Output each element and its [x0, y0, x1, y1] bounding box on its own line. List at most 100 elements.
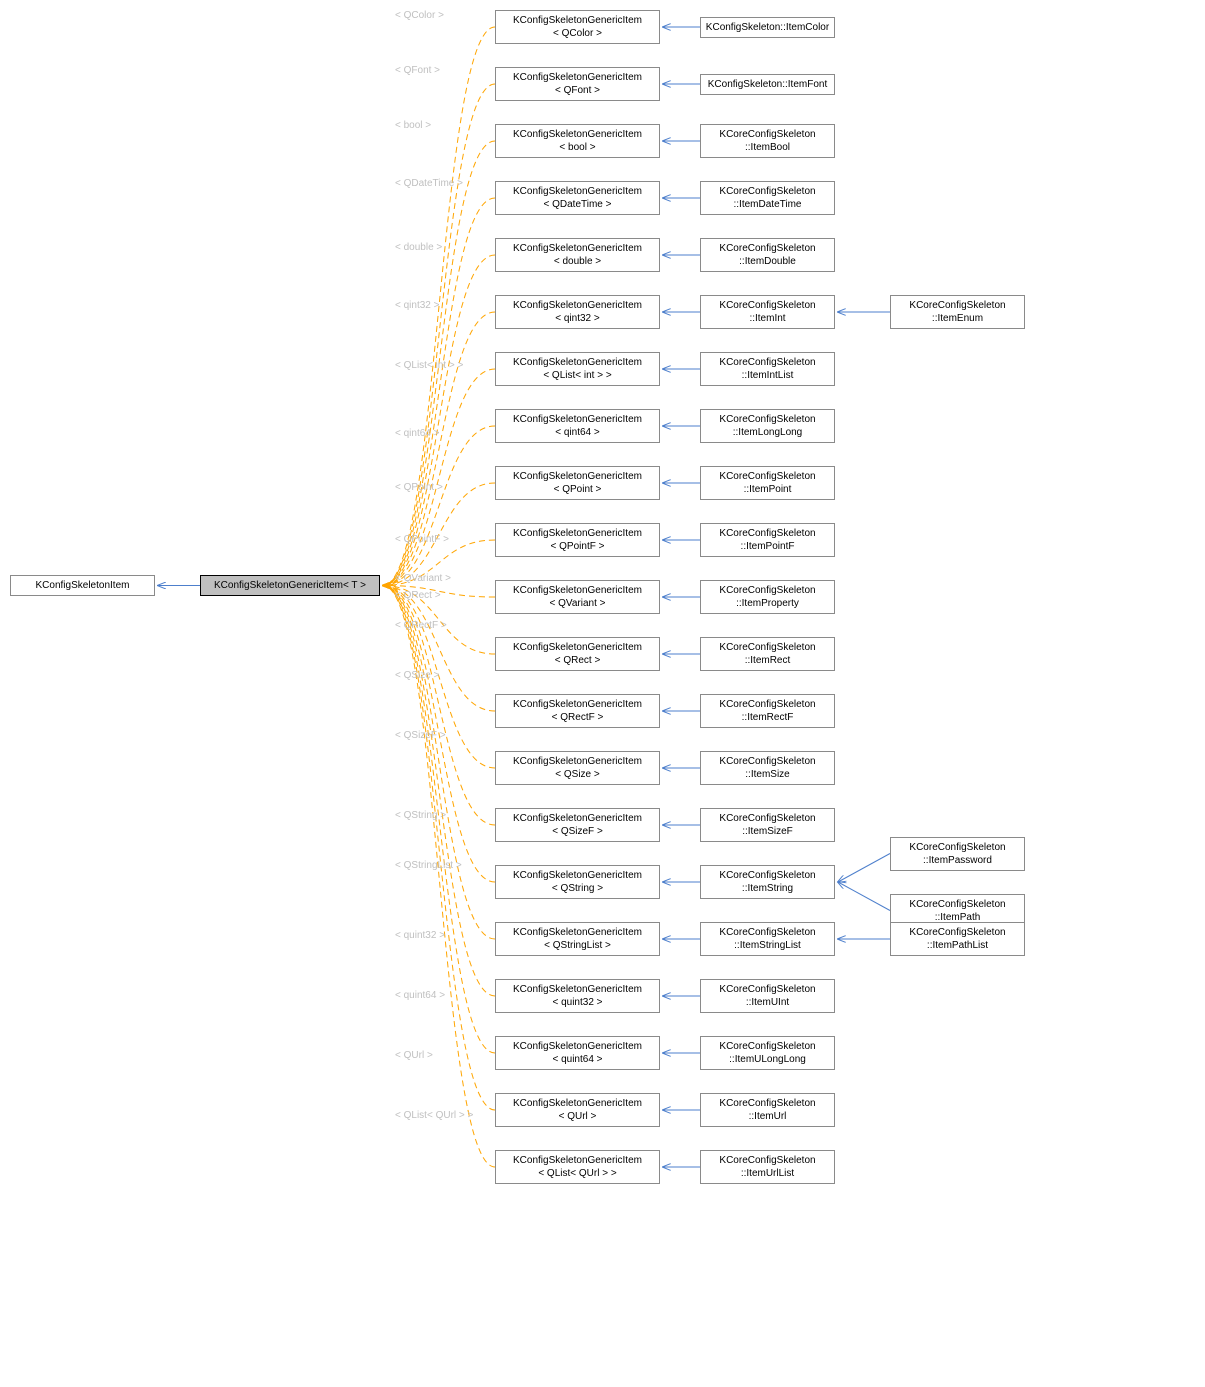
template-param-label: < QUrl >: [395, 1050, 433, 1061]
node-item[interactable]: KCoreConfigSkeleton::ItemRect: [700, 637, 835, 671]
template-param-label: < QString >: [395, 810, 446, 821]
node-generic-inst[interactable]: KConfigSkeletonGenericItem< quint64 >: [495, 1036, 660, 1070]
node-label: < QRectF >: [552, 711, 604, 724]
node-generic-inst[interactable]: KConfigSkeletonGenericItem< double >: [495, 238, 660, 272]
node-label: < QDateTime >: [544, 198, 612, 211]
node-generic-inst[interactable]: KConfigSkeletonGenericItem< qint64 >: [495, 409, 660, 443]
node-label: < QFont >: [555, 84, 600, 97]
node-label: < QPointF >: [551, 540, 605, 553]
node-label: ::ItemPoint: [744, 483, 792, 496]
node-label: < bool >: [559, 141, 595, 154]
node-label: KCoreConfigSkeleton: [719, 1097, 815, 1110]
node-label: ::ItemSize: [745, 768, 789, 781]
node-item[interactable]: KCoreConfigSkeleton::ItemPoint: [700, 466, 835, 500]
node-item[interactable]: KCoreConfigSkeleton::ItemSize: [700, 751, 835, 785]
template-param-label: < QColor >: [395, 10, 444, 21]
node-generic-inst[interactable]: KConfigSkeletonGenericItem< QVariant >: [495, 580, 660, 614]
node-item[interactable]: KConfigSkeleton::ItemColor: [700, 17, 835, 38]
node-generic-inst[interactable]: KConfigSkeletonGenericItem< QList< QUrl …: [495, 1150, 660, 1184]
node-generic-inst[interactable]: KConfigSkeletonGenericItem< QSize >: [495, 751, 660, 785]
node-generic-inst[interactable]: KConfigSkeletonGenericItem< bool >: [495, 124, 660, 158]
node-generic-inst[interactable]: KConfigSkeletonGenericItem< QPointF >: [495, 523, 660, 557]
node-item[interactable]: KCoreConfigSkeleton::ItemUInt: [700, 979, 835, 1013]
node-generic-inst[interactable]: KConfigSkeletonGenericItem< qint32 >: [495, 295, 660, 329]
node-generic-inst[interactable]: KConfigSkeletonGenericItem< QPoint >: [495, 466, 660, 500]
node-item[interactable]: KCoreConfigSkeleton::ItemDateTime: [700, 181, 835, 215]
node-label: KCoreConfigSkeleton: [719, 926, 815, 939]
node-generic-t[interactable]: KConfigSkeletonGenericItem< T >: [200, 575, 380, 596]
node-generic-inst[interactable]: KConfigSkeletonGenericItem< QRectF >: [495, 694, 660, 728]
node-label: KCoreConfigSkeleton: [719, 641, 815, 654]
node-label: KCoreConfigSkeleton: [719, 242, 815, 255]
node-label: KConfigSkeletonGenericItem: [513, 185, 642, 198]
node-label: ::ItemRect: [745, 654, 791, 667]
node-item-extra[interactable]: KCoreConfigSkeleton::ItemPathList: [890, 922, 1025, 956]
node-item[interactable]: KCoreConfigSkeleton::ItemPointF: [700, 523, 835, 557]
node-label: ::ItemBool: [745, 141, 790, 154]
node-label: KConfigSkeleton::ItemFont: [708, 78, 828, 91]
node-item[interactable]: KCoreConfigSkeleton::ItemUrlList: [700, 1150, 835, 1184]
node-label: KConfigSkeleton::ItemColor: [706, 21, 829, 34]
node-label: < quint32 >: [552, 996, 602, 1009]
node-item[interactable]: KCoreConfigSkeleton::ItemString: [700, 865, 835, 899]
node-label: < QColor >: [553, 27, 602, 40]
template-param-label: < QRect >: [395, 590, 441, 601]
node-generic-inst[interactable]: KConfigSkeletonGenericItem< QList< int >…: [495, 352, 660, 386]
node-label: KCoreConfigSkeleton: [719, 1154, 815, 1167]
node-label: < QUrl >: [559, 1110, 597, 1123]
node-label: KCoreConfigSkeleton: [719, 185, 815, 198]
node-item-extra[interactable]: KCoreConfigSkeleton::ItemPassword: [890, 837, 1025, 871]
template-param-label: < QVariant >: [395, 573, 451, 584]
node-label: < QString >: [552, 882, 603, 895]
node-label: ::ItemULongLong: [729, 1053, 806, 1066]
template-param-label: < quint32 >: [395, 930, 445, 941]
node-label: KCoreConfigSkeleton: [719, 698, 815, 711]
node-label: < QSizeF >: [552, 825, 603, 838]
node-kconfigskeletonitem[interactable]: KConfigSkeletonItem: [10, 575, 155, 596]
node-generic-inst[interactable]: KConfigSkeletonGenericItem< QString >: [495, 865, 660, 899]
node-label: < QList< int > >: [543, 369, 611, 382]
node-label: KConfigSkeletonGenericItem: [513, 983, 642, 996]
node-label: KCoreConfigSkeleton: [909, 926, 1005, 939]
node-item[interactable]: KCoreConfigSkeleton::ItemUrl: [700, 1093, 835, 1127]
node-label: KCoreConfigSkeleton: [909, 898, 1005, 911]
node-generic-inst[interactable]: KConfigSkeletonGenericItem< QSizeF >: [495, 808, 660, 842]
node-label: ::ItemPassword: [923, 854, 992, 867]
node-item[interactable]: KCoreConfigSkeleton::ItemProperty: [700, 580, 835, 614]
node-item[interactable]: KCoreConfigSkeleton::ItemRectF: [700, 694, 835, 728]
node-item[interactable]: KCoreConfigSkeleton::ItemSizeF: [700, 808, 835, 842]
node-item[interactable]: KCoreConfigSkeleton::ItemULongLong: [700, 1036, 835, 1070]
template-param-label: < QList< QUrl > >: [395, 1110, 473, 1121]
node-label: KConfigSkeletonGenericItem: [513, 14, 642, 27]
template-param-label: < QFont >: [395, 65, 440, 76]
node-label: KConfigSkeletonGenericItem: [513, 71, 642, 84]
node-item[interactable]: KCoreConfigSkeleton::ItemBool: [700, 124, 835, 158]
template-param-label: < QSizeF >: [395, 730, 446, 741]
node-label: KConfigSkeletonItem: [36, 579, 130, 592]
node-label: ::ItemUrlList: [741, 1167, 794, 1180]
node-label: < double >: [554, 255, 601, 268]
node-generic-inst[interactable]: KConfigSkeletonGenericItem< QUrl >: [495, 1093, 660, 1127]
node-generic-inst[interactable]: KConfigSkeletonGenericItem< QColor >: [495, 10, 660, 44]
node-label: KConfigSkeletonGenericItem: [513, 1040, 642, 1053]
node-label: KCoreConfigSkeleton: [719, 1040, 815, 1053]
node-item[interactable]: KCoreConfigSkeleton::ItemIntList: [700, 352, 835, 386]
node-item[interactable]: KCoreConfigSkeleton::ItemInt: [700, 295, 835, 329]
node-label: ::ItemUrl: [749, 1110, 787, 1123]
node-item[interactable]: KCoreConfigSkeleton::ItemDouble: [700, 238, 835, 272]
template-param-label: < quint64 >: [395, 990, 445, 1001]
node-item[interactable]: KCoreConfigSkeleton::ItemLongLong: [700, 409, 835, 443]
node-generic-inst[interactable]: KConfigSkeletonGenericItem< quint32 >: [495, 979, 660, 1013]
node-generic-inst[interactable]: KConfigSkeletonGenericItem< QRect >: [495, 637, 660, 671]
node-generic-inst[interactable]: KConfigSkeletonGenericItem< QStringList …: [495, 922, 660, 956]
node-label: KConfigSkeletonGenericItem: [513, 926, 642, 939]
node-item-extra[interactable]: KCoreConfigSkeleton::ItemEnum: [890, 295, 1025, 329]
class-diagram: KConfigSkeletonItem KConfigSkeletonGeneri…: [0, 0, 1205, 1387]
node-generic-inst[interactable]: KConfigSkeletonGenericItem< QDateTime >: [495, 181, 660, 215]
node-label: ::ItemLongLong: [733, 426, 803, 439]
node-item[interactable]: KConfigSkeleton::ItemFont: [700, 74, 835, 95]
node-label: < QSize >: [555, 768, 599, 781]
node-generic-inst[interactable]: KConfigSkeletonGenericItem< QFont >: [495, 67, 660, 101]
node-item[interactable]: KCoreConfigSkeleton::ItemStringList: [700, 922, 835, 956]
node-label: < QList< QUrl > >: [538, 1167, 616, 1180]
